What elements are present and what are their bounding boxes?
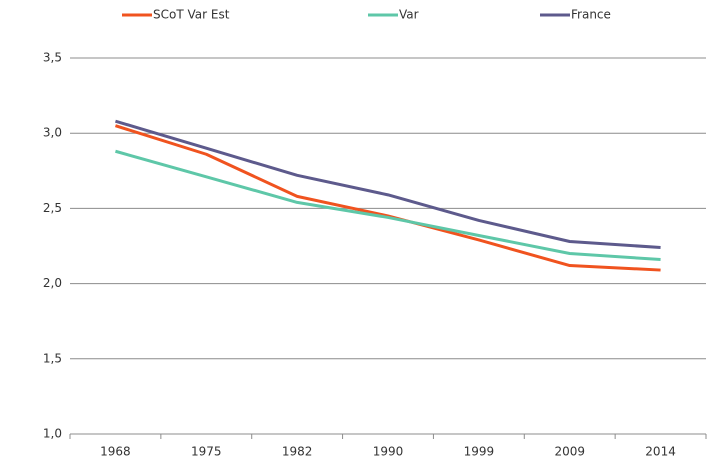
y-tick-label: 1,0 bbox=[43, 427, 62, 441]
x-tick-label: 1982 bbox=[282, 445, 313, 459]
legend-label: France bbox=[571, 8, 611, 22]
series-line bbox=[115, 149, 661, 262]
y-tick-label: 3,5 bbox=[43, 51, 62, 65]
legend-label: SCoT Var Est bbox=[153, 8, 230, 22]
x-tick-label: 1999 bbox=[464, 445, 495, 459]
y-tick-label: 2,5 bbox=[43, 201, 62, 215]
y-tick-label: 1,5 bbox=[43, 351, 62, 365]
x-tick-label: 1975 bbox=[191, 445, 222, 459]
x-tick-label: 1968 bbox=[100, 445, 131, 459]
y-tick-label: 3,0 bbox=[43, 126, 62, 140]
series-line bbox=[114, 124, 661, 272]
x-tick-label: 2014 bbox=[645, 445, 676, 459]
x-tick-label: 2009 bbox=[554, 445, 585, 459]
y-tick-label: 2,0 bbox=[43, 276, 62, 290]
x-tick-label: 1990 bbox=[373, 445, 404, 459]
series-line bbox=[115, 119, 661, 250]
legend-label: Var bbox=[399, 8, 419, 22]
